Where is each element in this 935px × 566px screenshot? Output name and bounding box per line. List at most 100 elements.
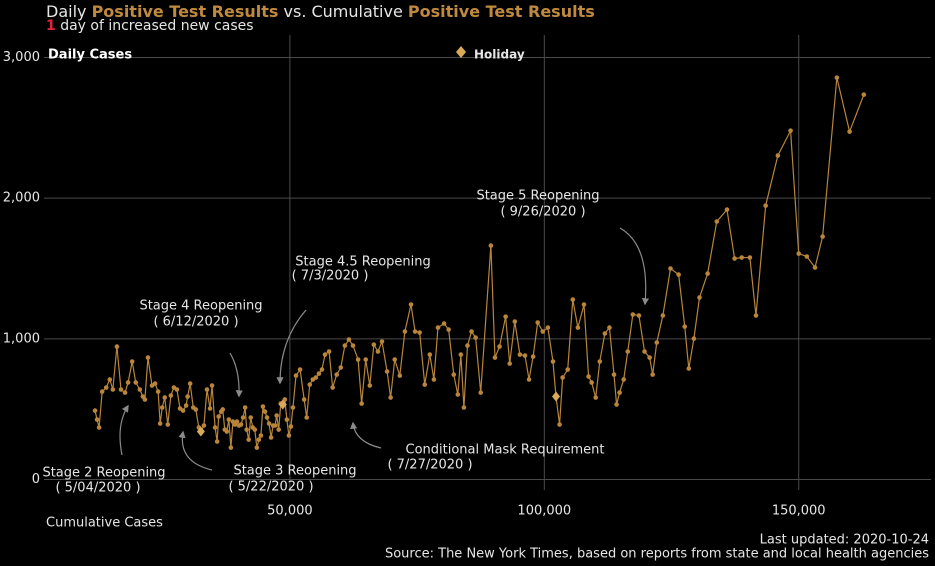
annotation-arrow <box>350 421 382 449</box>
point <box>412 329 418 334</box>
point <box>107 377 113 382</box>
point <box>517 352 523 357</box>
point <box>589 380 594 385</box>
point <box>157 421 163 426</box>
point <box>290 405 296 410</box>
point <box>246 437 251 442</box>
point <box>607 325 612 330</box>
point <box>226 417 232 422</box>
point <box>560 375 565 380</box>
point <box>238 422 244 427</box>
point <box>244 427 249 432</box>
point <box>313 375 319 380</box>
point <box>293 373 299 378</box>
point <box>346 337 352 342</box>
point <box>581 302 587 307</box>
point <box>266 421 272 426</box>
point <box>451 372 457 377</box>
point <box>92 408 98 413</box>
point <box>201 423 207 428</box>
point <box>478 390 484 395</box>
point <box>565 367 571 372</box>
annotation-date: ( 5/22/2020 ) <box>228 480 313 495</box>
point <box>522 353 528 358</box>
point <box>224 429 230 434</box>
point <box>363 357 369 362</box>
point <box>264 415 270 420</box>
point <box>214 439 220 444</box>
point <box>545 325 551 330</box>
point <box>322 352 328 357</box>
point <box>133 380 139 385</box>
annotation-label: Stage 2 Reopening <box>42 466 165 481</box>
point <box>540 329 546 334</box>
point <box>216 414 221 419</box>
point <box>625 349 631 354</box>
point <box>557 422 562 427</box>
point <box>316 371 322 376</box>
point <box>570 297 576 302</box>
annotation-date: ( 5/04/2020 ) <box>55 481 140 496</box>
point <box>446 327 451 332</box>
annotation-label: Stage 4.5 Reopening <box>295 255 431 270</box>
point <box>431 377 437 382</box>
point <box>455 392 461 397</box>
point <box>187 381 193 386</box>
legend-marker <box>456 46 466 58</box>
point <box>660 313 666 318</box>
x-axis-label: Cumulative Cases <box>46 516 163 531</box>
annotation-label: Stage 5 Reopening <box>476 189 599 204</box>
point <box>804 254 810 259</box>
point <box>137 387 143 392</box>
point <box>185 394 190 399</box>
point <box>168 393 174 398</box>
point <box>512 319 518 324</box>
point <box>753 313 759 318</box>
point <box>183 403 189 408</box>
point <box>359 401 364 406</box>
point <box>288 424 294 429</box>
point <box>617 390 622 395</box>
point <box>274 413 279 418</box>
point <box>258 433 264 438</box>
point <box>96 425 102 430</box>
x-tick-label: 50,000 <box>267 504 313 519</box>
point <box>342 343 348 348</box>
point <box>668 266 673 271</box>
annotation-label: Stage 3 Reopening <box>233 464 356 479</box>
point <box>535 320 540 325</box>
annotation-arrow <box>276 309 307 385</box>
point <box>228 445 234 450</box>
annotation-arrow <box>178 430 213 471</box>
point <box>647 355 652 360</box>
holiday-marker <box>278 399 287 410</box>
point <box>379 339 385 344</box>
x-tick-label: 150,000 <box>772 504 826 519</box>
point <box>125 380 131 385</box>
point <box>145 355 151 360</box>
point <box>326 349 332 354</box>
point <box>650 372 655 377</box>
point <box>847 129 852 134</box>
point <box>248 415 254 420</box>
title-part: vs. Cumulative <box>284 2 403 21</box>
point <box>355 357 361 362</box>
annotation-label: Conditional Mask Requirement <box>406 443 605 458</box>
point <box>367 383 373 388</box>
subtitle: 1 day of increased new cases <box>46 18 254 34</box>
annotation-date: ( 9/26/2020 ) <box>500 205 585 220</box>
point <box>260 404 266 409</box>
y-tick-label: 3,000 <box>3 50 40 65</box>
point <box>834 75 840 80</box>
point <box>586 374 591 379</box>
last-updated: Last updated: 2020-10-24 <box>760 533 929 548</box>
point <box>575 325 581 330</box>
title-part: Daily <box>46 2 86 21</box>
point <box>301 397 307 402</box>
holiday-marker <box>196 426 205 437</box>
point <box>602 331 608 336</box>
point <box>114 344 120 349</box>
point <box>397 373 403 378</box>
point <box>796 251 802 256</box>
point <box>441 321 447 326</box>
